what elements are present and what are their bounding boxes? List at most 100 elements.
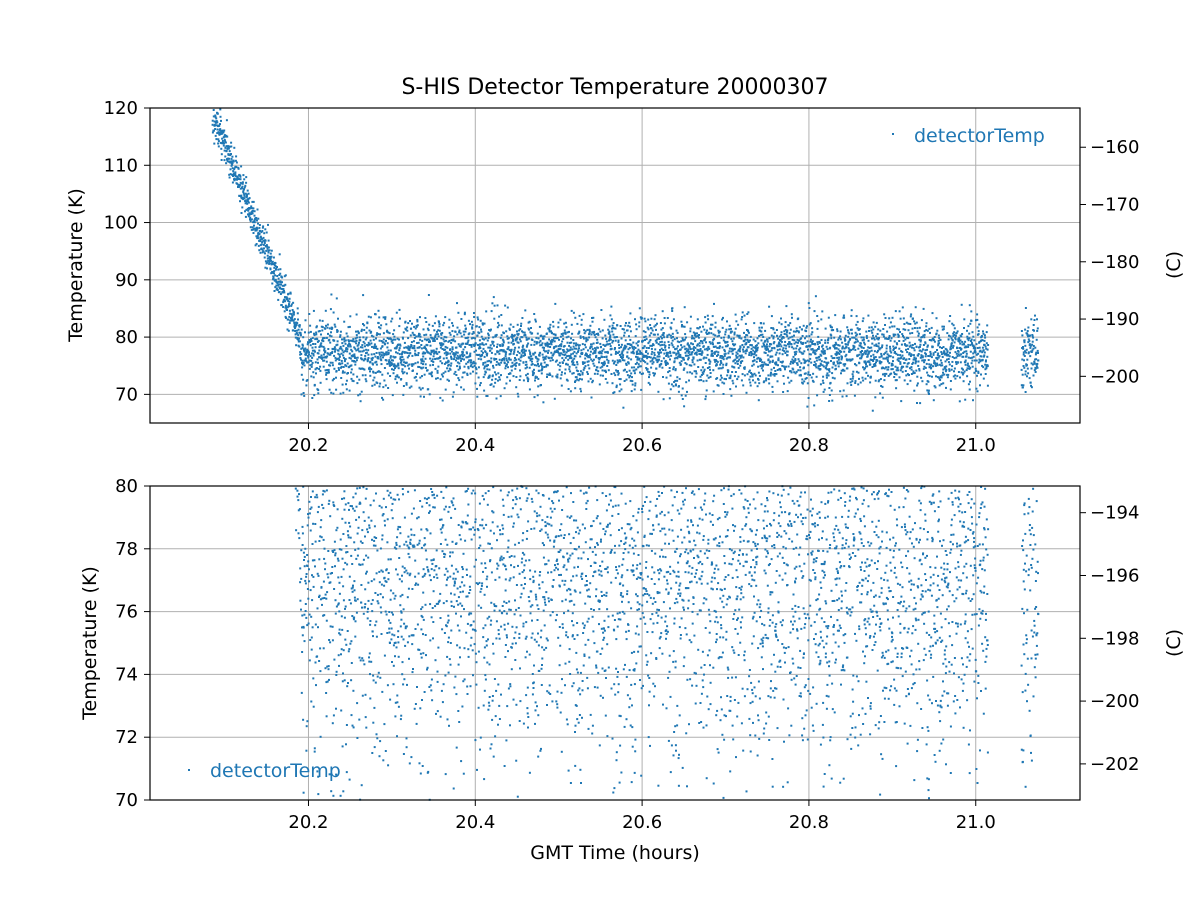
top-data-point [881,396,884,399]
top-data-point [670,342,673,345]
top-data-point [639,316,642,319]
top-data-point [468,332,471,335]
top-data-point [341,371,344,374]
top-data-point [549,346,552,348]
top-data-point [378,385,381,388]
top-data-point [945,386,947,389]
top-data-point [512,325,515,328]
top-data-point [505,351,508,354]
top-data-point [648,371,651,374]
top-data-point [885,344,888,347]
top-data-point [706,374,709,377]
top-data-point [438,329,441,332]
top-data-point [272,263,275,265]
top-data-point [548,343,551,346]
top-data-point [866,355,869,358]
top-data-point [441,399,444,402]
top-data-point [614,352,617,355]
top-data-point [508,358,511,361]
top-data-point [778,321,781,324]
top-data-point [250,207,252,210]
top-data-point [509,358,512,361]
top-data-point [629,379,632,382]
top-data-point [735,354,738,357]
top-data-point [422,328,425,331]
top-data-point [295,324,298,326]
top-data-point [883,353,886,356]
top-data-point [423,334,426,337]
top-data-point [660,347,663,350]
top-data-point [653,318,656,321]
top-data-point [348,352,351,355]
top-data-point [356,375,359,378]
top-data-point [459,332,462,335]
top-data-point [596,366,599,369]
top-data-point [306,361,309,364]
top-data-point [799,341,802,344]
top-data-point [701,371,704,374]
top-data-point [326,323,329,326]
top-data-point [863,341,866,344]
top-data-point [868,350,871,353]
top-data-point [480,335,483,338]
top-data-point [802,358,805,361]
top-data-point [753,350,756,353]
top-data-point [219,141,222,144]
top-data-point [718,367,721,370]
top-data-point [855,364,858,367]
top-data-point [398,325,401,328]
top-data-point [232,172,235,175]
top-data-point [917,364,920,367]
top-data-point [679,353,682,356]
top-data-point [628,369,631,372]
top-data-point [280,304,283,307]
top-data-point [945,352,948,355]
top-data-point [800,362,803,365]
top-data-point [806,325,808,328]
top-data-point [953,334,956,336]
top-data-point [884,357,887,360]
top-data-point [301,343,304,346]
top-data-point [879,347,882,350]
top-data-point [635,353,638,355]
top-data-point [425,366,427,369]
top-data-point [909,332,912,335]
top-data-point [807,397,810,399]
top-data-point [765,343,768,346]
top-data-point [724,333,727,336]
top-data-point [540,344,543,346]
top-data-point [354,337,357,340]
top-data-point [610,305,613,308]
top-data-point [922,359,925,362]
top-data-point [982,366,985,369]
top-data-point [766,345,769,348]
top-data-point [677,352,680,355]
top-data-point [333,354,336,357]
top-data-point [898,328,900,331]
top-data-point [748,354,751,356]
top-data-point [968,388,971,391]
top-data-point [897,357,900,360]
top-data-point [589,350,592,353]
top-data-point [506,363,508,366]
top-data-point [389,349,392,352]
top-data-point [314,343,317,345]
top-data-point [379,355,382,358]
top-data-point [659,322,662,324]
top-data-point [775,373,778,376]
top-data-point [214,116,217,119]
top-data-point [734,327,737,330]
top-data-point [650,366,653,369]
top-data-point [636,358,639,361]
top-data-point [843,316,846,319]
top-data-point [786,390,789,393]
top-data-point [336,330,339,333]
top-data-point [469,372,472,375]
top-data-point [296,312,299,315]
top-data-point [964,398,967,401]
top-data-point [330,293,333,296]
top-data-point [414,362,417,365]
top-data-point [711,350,714,353]
top-data-point [821,310,824,313]
top-data-point [926,371,929,374]
